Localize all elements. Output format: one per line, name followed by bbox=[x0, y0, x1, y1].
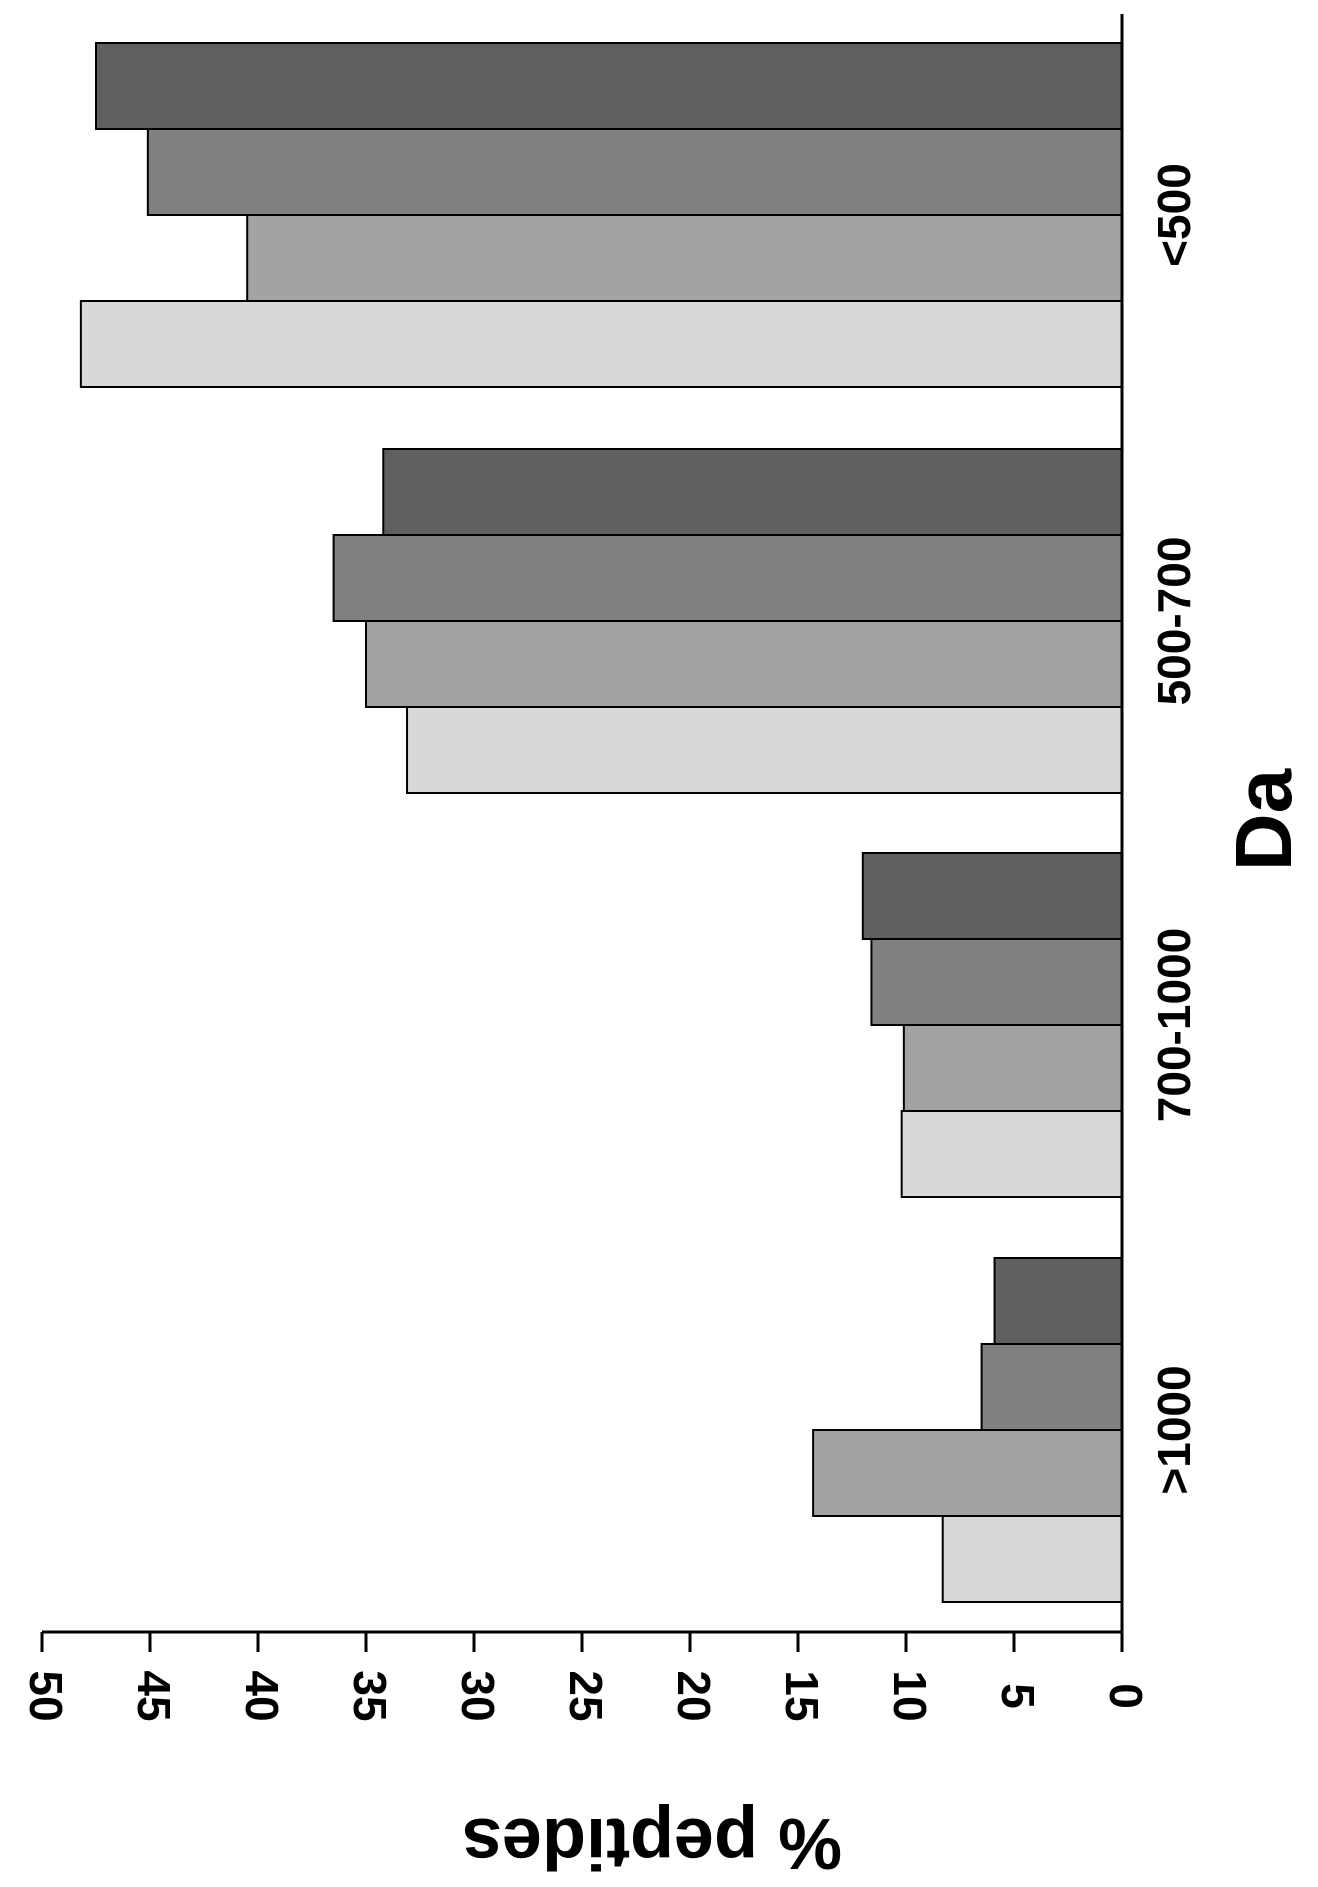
tick-label-15: 15 bbox=[776, 1670, 828, 1721]
bar-500-700-series-2 bbox=[365, 620, 1123, 708]
bar->1000-series-4 bbox=[993, 1257, 1123, 1345]
bar-700-1000-series-2 bbox=[902, 1024, 1124, 1112]
bar-<500-series-2 bbox=[246, 214, 1123, 302]
category-label-0: >1000 bbox=[1148, 1365, 1200, 1494]
tick-label-20: 20 bbox=[668, 1670, 720, 1721]
bars-group bbox=[79, 42, 1124, 1603]
tick-label-45: 45 bbox=[128, 1670, 180, 1721]
bar-500-700-series-3 bbox=[332, 534, 1124, 622]
value-axis-title: % peptides bbox=[462, 1803, 842, 1883]
bar-700-1000-series-1 bbox=[900, 1110, 1123, 1198]
category-axis-title: Da bbox=[1219, 768, 1308, 871]
tick-label-25: 25 bbox=[560, 1670, 612, 1721]
tick-label-50: 50 bbox=[20, 1670, 72, 1721]
value-axis-ticks: 0 5 10 15 20 25 30 35 40 45 50 bbox=[20, 1632, 1152, 1722]
category-labels: >1000 700-1000 500-700 <500 bbox=[1148, 163, 1200, 1494]
tick-label-35: 35 bbox=[344, 1670, 396, 1721]
bar-700-1000-series-3 bbox=[870, 938, 1123, 1026]
tick-label-40: 40 bbox=[236, 1670, 288, 1721]
category-label-2: 500-700 bbox=[1148, 537, 1200, 706]
bar->1000-series-2 bbox=[812, 1429, 1123, 1517]
tick-label-30: 30 bbox=[452, 1670, 504, 1721]
tick-label-0: 0 bbox=[1100, 1683, 1152, 1709]
tick-label-5: 5 bbox=[992, 1683, 1044, 1709]
bar->1000-series-3 bbox=[980, 1343, 1123, 1431]
category-label-1: 700-1000 bbox=[1148, 928, 1200, 1122]
bar-<500-series-4 bbox=[95, 42, 1123, 130]
bar-500-700-series-4 bbox=[382, 448, 1123, 536]
bar-<500-series-1 bbox=[79, 300, 1123, 388]
bar-<500-series-3 bbox=[146, 128, 1123, 216]
bar-700-1000-series-4 bbox=[861, 852, 1123, 940]
category-label-3: <500 bbox=[1148, 163, 1200, 267]
tick-label-10: 10 bbox=[884, 1670, 936, 1721]
bar-500-700-series-1 bbox=[406, 706, 1124, 794]
bar->1000-series-1 bbox=[941, 1515, 1123, 1603]
